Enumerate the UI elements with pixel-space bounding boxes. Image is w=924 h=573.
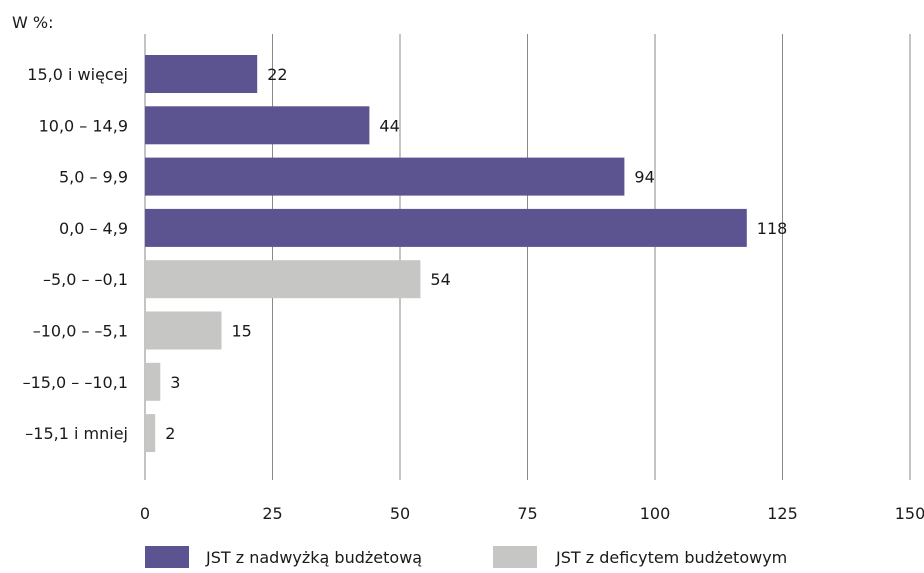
bar-surplus [145,208,747,247]
bar-surplus [145,106,370,145]
data-label: 54 [430,270,450,289]
data-label: 118 [757,219,788,238]
data-label: 44 [379,116,399,135]
bar-deficit [145,362,161,401]
bar-deficit [145,260,421,299]
legend-label-surplus: JST z nadwyżką budżetową [205,548,422,567]
x-tick-label: 100 [640,504,671,523]
bar-deficit [145,311,222,350]
legend-swatch-surplus [145,546,189,568]
x-axis-ticks: 0 25 50 75 100 125 150 [140,504,924,523]
x-tick-label: 0 [140,504,150,523]
x-tick-label: 125 [767,504,798,523]
legend-swatch-deficit [493,546,537,568]
x-tick-label: 75 [517,504,537,523]
data-label: 94 [634,168,654,187]
x-tick-label: 150 [895,504,924,523]
bars [145,55,747,453]
category-label: 0,0 – 4,9 [59,219,128,238]
category-label: –10,0 – –5,1 [33,322,128,341]
value-labels: 22 44 94 118 54 15 3 2 [165,65,787,443]
category-label: –5,0 – –0,1 [43,270,128,289]
unit-label: W %: [12,13,54,32]
category-label: –15,0 – –10,1 [23,373,128,392]
data-label: 22 [267,65,287,84]
data-label: 3 [170,373,180,392]
x-tick-label: 25 [262,504,282,523]
data-label: 15 [232,322,252,341]
category-labels: 15,0 i więcej 10,0 – 14,9 5,0 – 9,9 0,0 – 4… [23,65,128,443]
category-label: 15,0 i więcej [27,65,128,84]
legend-label-deficit: JST z deficytem budżetowym [555,548,787,567]
bar-deficit [145,414,156,453]
bar-surplus [145,55,258,93]
data-label: 2 [165,424,175,443]
category-label: –15,1 i mniej [25,424,128,443]
category-label: 5,0 – 9,9 [59,168,128,187]
legend: JST z nadwyżką budżetową JST z deficytem… [145,546,787,568]
x-tick-label: 50 [390,504,410,523]
category-label: 10,0 – 14,9 [39,116,128,135]
bar-surplus [145,157,625,196]
gridlines [144,34,911,480]
